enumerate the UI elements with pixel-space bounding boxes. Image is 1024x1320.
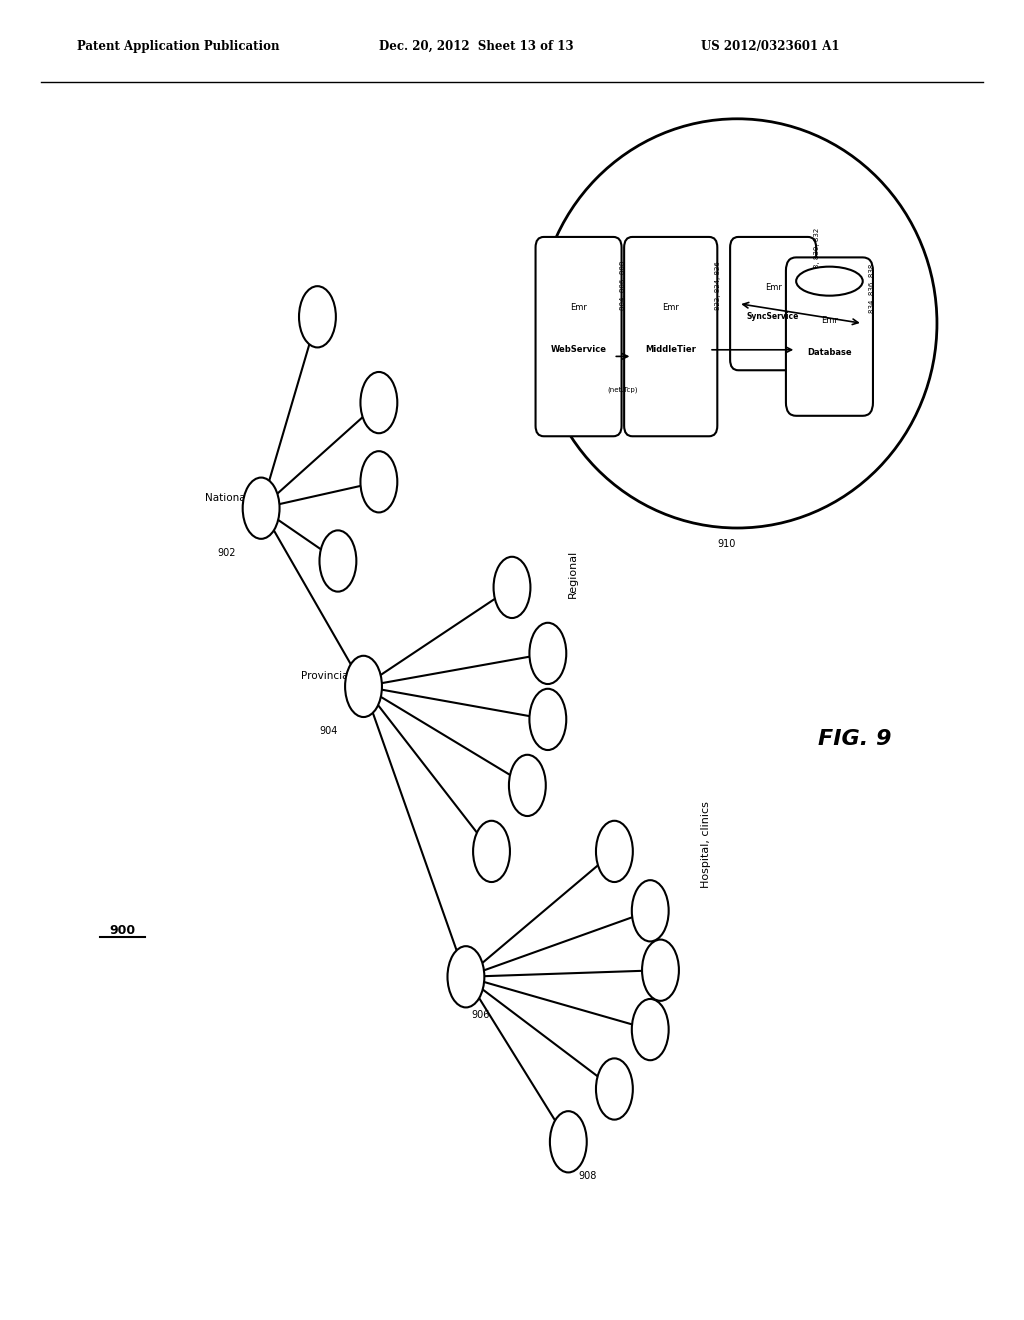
Ellipse shape <box>538 119 937 528</box>
FancyBboxPatch shape <box>730 238 816 370</box>
Ellipse shape <box>797 267 863 296</box>
FancyBboxPatch shape <box>786 257 872 416</box>
Ellipse shape <box>642 940 679 1001</box>
Ellipse shape <box>550 1111 587 1172</box>
Text: SyncService: SyncService <box>746 313 800 321</box>
Ellipse shape <box>319 531 356 591</box>
Text: Emr: Emr <box>765 284 781 292</box>
Text: 902: 902 <box>217 548 236 558</box>
Ellipse shape <box>596 1059 633 1119</box>
Text: 822, 824, 826: 822, 824, 826 <box>715 261 721 310</box>
Text: MiddleTier: MiddleTier <box>645 346 696 354</box>
Ellipse shape <box>447 946 484 1007</box>
Ellipse shape <box>632 880 669 941</box>
Text: 900: 900 <box>110 924 136 937</box>
Text: US 2012/0323601 A1: US 2012/0323601 A1 <box>701 40 840 53</box>
Text: Patent Application Publication: Patent Application Publication <box>77 40 280 53</box>
Text: Regional: Regional <box>568 550 579 598</box>
Ellipse shape <box>494 557 530 618</box>
Ellipse shape <box>632 999 669 1060</box>
Ellipse shape <box>529 689 566 750</box>
Text: 828, 830, 832: 828, 830, 832 <box>814 228 820 277</box>
Text: Emr: Emr <box>663 304 679 312</box>
Ellipse shape <box>473 821 510 882</box>
Text: 834, 836, 838: 834, 836, 838 <box>868 264 874 313</box>
Text: Database: Database <box>807 348 852 356</box>
Text: Hospital, clinics: Hospital, clinics <box>701 801 712 888</box>
Ellipse shape <box>529 623 566 684</box>
Ellipse shape <box>509 755 546 816</box>
Ellipse shape <box>243 478 280 539</box>
Text: Dec. 20, 2012  Sheet 13 of 13: Dec. 20, 2012 Sheet 13 of 13 <box>379 40 573 53</box>
Text: WebService: WebService <box>551 346 606 354</box>
FancyBboxPatch shape <box>536 238 622 436</box>
Text: FIG. 9: FIG. 9 <box>818 729 892 750</box>
Text: Emr: Emr <box>570 304 587 312</box>
Text: Emr: Emr <box>821 317 838 325</box>
Text: (net.Tcp): (net.Tcp) <box>607 387 638 393</box>
Ellipse shape <box>360 372 397 433</box>
Text: 910: 910 <box>718 539 736 549</box>
Ellipse shape <box>345 656 382 717</box>
Text: 908: 908 <box>579 1171 597 1181</box>
Text: Provincial: Provincial <box>301 671 351 681</box>
Text: 804, 806, 808: 804, 806, 808 <box>620 261 626 310</box>
Text: 904: 904 <box>319 726 338 737</box>
Text: National: National <box>205 492 249 503</box>
Ellipse shape <box>299 286 336 347</box>
Ellipse shape <box>360 451 397 512</box>
FancyBboxPatch shape <box>625 238 717 436</box>
Text: 906: 906 <box>471 1010 489 1020</box>
Ellipse shape <box>596 821 633 882</box>
